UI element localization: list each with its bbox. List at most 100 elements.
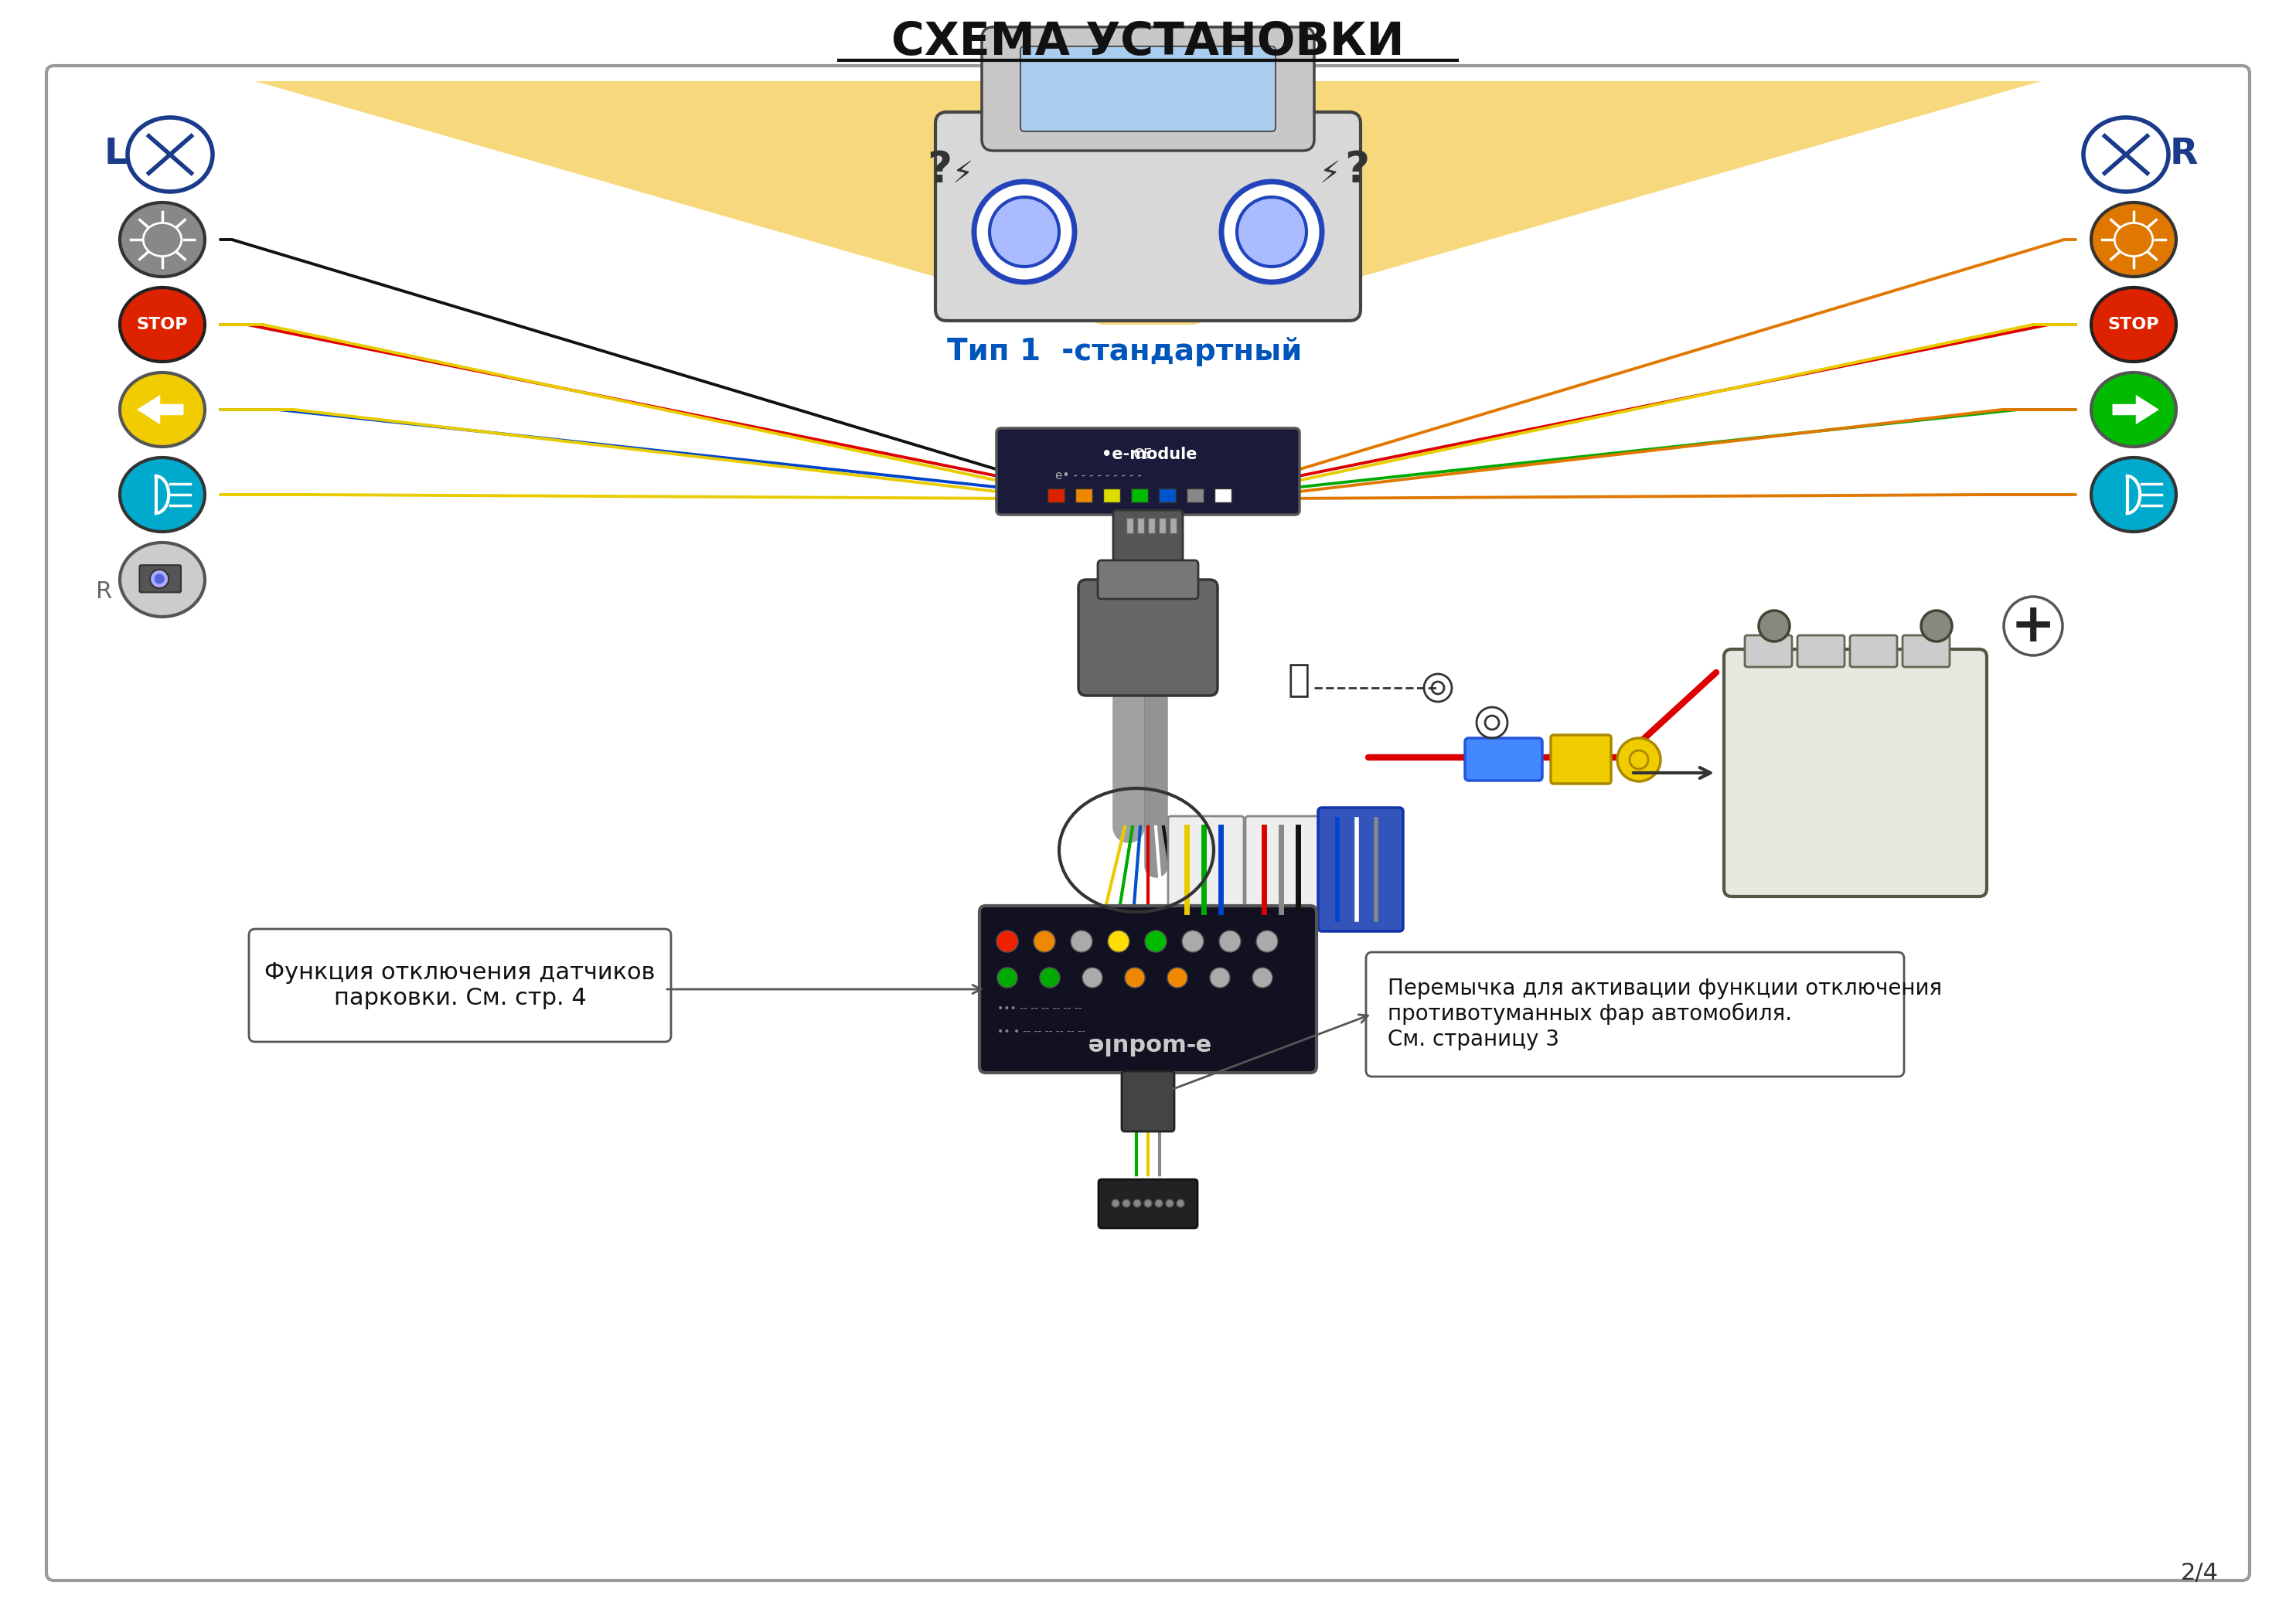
Circle shape	[149, 570, 168, 588]
FancyBboxPatch shape	[1169, 816, 1244, 923]
Circle shape	[1759, 610, 1789, 641]
FancyBboxPatch shape	[983, 28, 1313, 151]
Polygon shape	[2112, 394, 2158, 425]
FancyBboxPatch shape	[980, 906, 1316, 1073]
FancyBboxPatch shape	[1097, 1180, 1199, 1229]
FancyBboxPatch shape	[1851, 635, 1896, 667]
Circle shape	[1081, 967, 1102, 988]
Circle shape	[1251, 967, 1272, 988]
Ellipse shape	[2092, 203, 2177, 276]
Bar	[1215, 489, 1231, 503]
FancyBboxPatch shape	[1019, 47, 1277, 131]
Circle shape	[1134, 1199, 1141, 1208]
Circle shape	[1256, 930, 1279, 953]
Circle shape	[990, 196, 1058, 266]
Ellipse shape	[129, 117, 214, 192]
Ellipse shape	[119, 542, 204, 617]
FancyBboxPatch shape	[1318, 808, 1403, 932]
Text: ••• -- -- -- -- -- --: ••• -- -- -- -- -- --	[996, 1003, 1081, 1014]
Bar	[1132, 489, 1148, 503]
Ellipse shape	[2092, 287, 2177, 362]
Ellipse shape	[119, 373, 204, 446]
Circle shape	[1210, 967, 1231, 988]
FancyBboxPatch shape	[1244, 816, 1320, 923]
Circle shape	[1182, 930, 1203, 953]
Circle shape	[1616, 738, 1660, 781]
Text: R: R	[96, 579, 113, 602]
Polygon shape	[255, 81, 1148, 325]
FancyBboxPatch shape	[1079, 579, 1217, 696]
Text: ?: ?	[928, 149, 953, 192]
FancyBboxPatch shape	[1903, 635, 1949, 667]
Circle shape	[1146, 930, 1166, 953]
Bar	[1127, 518, 1134, 534]
Text: R: R	[2170, 138, 2197, 172]
FancyBboxPatch shape	[996, 428, 1300, 514]
Text: ⏚: ⏚	[1288, 662, 1311, 698]
FancyBboxPatch shape	[1366, 953, 1903, 1076]
FancyBboxPatch shape	[934, 112, 1362, 321]
Text: ⚡: ⚡	[953, 159, 974, 188]
Bar	[1169, 518, 1176, 534]
FancyBboxPatch shape	[1114, 510, 1182, 576]
Bar	[1075, 489, 1093, 503]
Circle shape	[1166, 1199, 1173, 1208]
Text: STOP: STOP	[138, 316, 188, 333]
Ellipse shape	[2115, 222, 2154, 256]
FancyBboxPatch shape	[1798, 635, 1844, 667]
Text: ⚡: ⚡	[1320, 159, 1341, 188]
Circle shape	[1111, 1199, 1120, 1208]
Circle shape	[1922, 610, 1952, 641]
Polygon shape	[138, 394, 184, 425]
Bar	[1047, 489, 1065, 503]
FancyBboxPatch shape	[1745, 635, 1791, 667]
Ellipse shape	[119, 287, 204, 362]
Bar	[1137, 518, 1143, 534]
Text: CE: CE	[1125, 448, 1153, 461]
Circle shape	[1125, 967, 1146, 988]
Text: •e-module: •e-module	[1102, 446, 1196, 463]
Text: L: L	[103, 138, 129, 172]
Text: e• - - - - - - - - -: e• - - - - - - - - -	[1056, 469, 1141, 480]
Text: ?: ?	[1343, 149, 1368, 192]
Circle shape	[1107, 930, 1130, 953]
Text: STOP: STOP	[2108, 316, 2158, 333]
Circle shape	[996, 967, 1017, 988]
Circle shape	[1033, 930, 1056, 953]
Ellipse shape	[119, 203, 204, 276]
FancyBboxPatch shape	[248, 928, 670, 1042]
Circle shape	[1221, 182, 1322, 282]
Text: Перемычка для активации функции отключения
противотуманных фар автомобиля.
См. с: Перемычка для активации функции отключен…	[1387, 979, 1942, 1050]
FancyBboxPatch shape	[1550, 735, 1612, 784]
Text: ǝ-ɯodule: ǝ-ɯodule	[1086, 1032, 1210, 1055]
Bar	[1159, 489, 1176, 503]
Bar	[1102, 489, 1120, 503]
Bar	[1159, 518, 1166, 534]
Circle shape	[1238, 196, 1306, 266]
FancyBboxPatch shape	[1097, 560, 1199, 599]
FancyBboxPatch shape	[140, 565, 181, 592]
Circle shape	[154, 575, 165, 584]
Circle shape	[1070, 930, 1093, 953]
Ellipse shape	[119, 458, 204, 532]
Circle shape	[1155, 1199, 1162, 1208]
Circle shape	[974, 182, 1075, 282]
Ellipse shape	[2092, 373, 2177, 446]
Ellipse shape	[2082, 117, 2167, 192]
Circle shape	[1176, 1199, 1185, 1208]
Bar	[1148, 518, 1155, 534]
Ellipse shape	[142, 222, 181, 256]
Circle shape	[1143, 1199, 1153, 1208]
Text: +: +	[2011, 601, 2055, 652]
Circle shape	[996, 930, 1017, 953]
FancyBboxPatch shape	[1465, 738, 1543, 781]
Circle shape	[1219, 930, 1240, 953]
Text: Функция отключения датчиков
парковки. См. стр. 4: Функция отключения датчиков парковки. См…	[264, 961, 654, 1010]
Circle shape	[1166, 967, 1187, 988]
Bar	[1187, 489, 1203, 503]
Text: 2/4: 2/4	[2181, 1561, 2218, 1584]
Circle shape	[1040, 967, 1061, 988]
FancyBboxPatch shape	[46, 65, 2250, 1581]
Ellipse shape	[2092, 458, 2177, 532]
Text: СХЕМА УСТАНОВКИ: СХЕМА УСТАНОВКИ	[891, 21, 1405, 65]
